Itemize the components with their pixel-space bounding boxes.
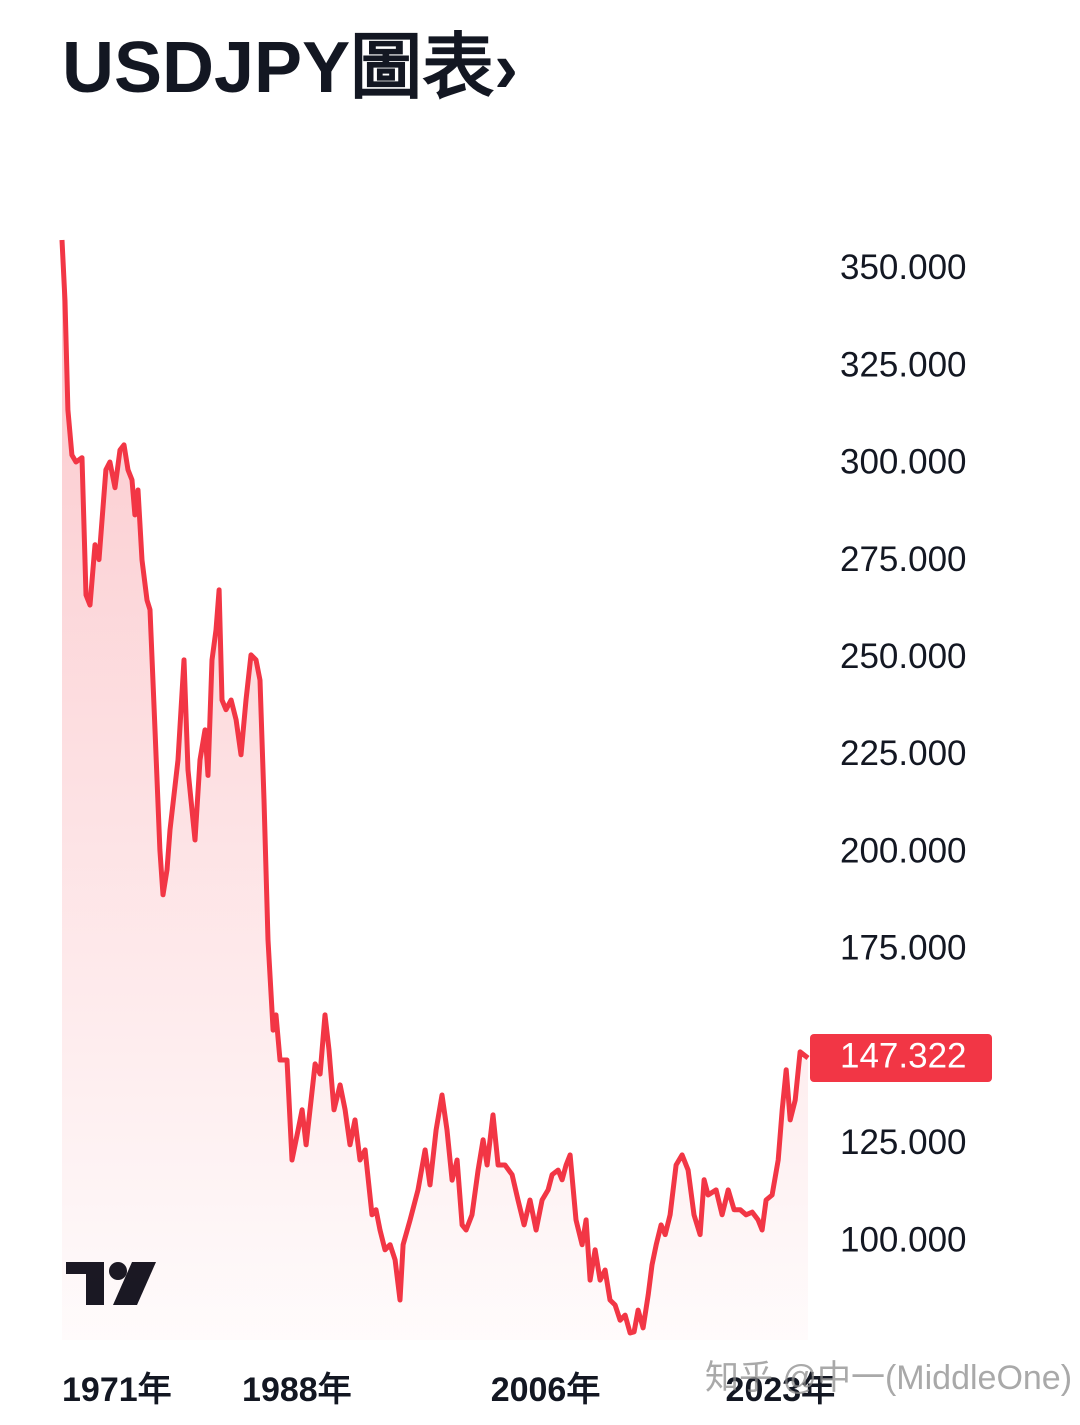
y-tick-label: 250.000 — [840, 637, 967, 676]
last-price-label: 147.322 — [840, 1036, 967, 1075]
price-line — [59, 239, 810, 1336]
x-tick-label: 1988年 — [242, 1371, 352, 1409]
y-tick-label: 325.000 — [840, 345, 967, 384]
y-tick-label: 200.000 — [840, 831, 967, 870]
watermark: 知乎 @中一(MiddleOne) — [705, 1359, 1072, 1397]
y-tick-label: 350.000 — [840, 248, 967, 287]
y-tick-label: 175.000 — [840, 929, 967, 968]
y-tick-label: 300.000 — [840, 443, 967, 482]
y-tick-label: 100.000 — [840, 1220, 967, 1259]
chart-title[interactable]: USDJPY圖表› — [62, 28, 518, 108]
last-price-badge — [810, 1034, 992, 1083]
y-tick-label: 275.000 — [840, 540, 967, 579]
y-tick-label: 225.000 — [840, 734, 967, 773]
x-tick-label: 1971年 — [62, 1371, 172, 1409]
y-tick-label: 125.000 — [840, 1123, 967, 1162]
area-fill — [62, 240, 808, 1340]
x-tick-label: 2023年 — [726, 1371, 836, 1409]
x-tick-label: 2006年 — [491, 1371, 601, 1409]
